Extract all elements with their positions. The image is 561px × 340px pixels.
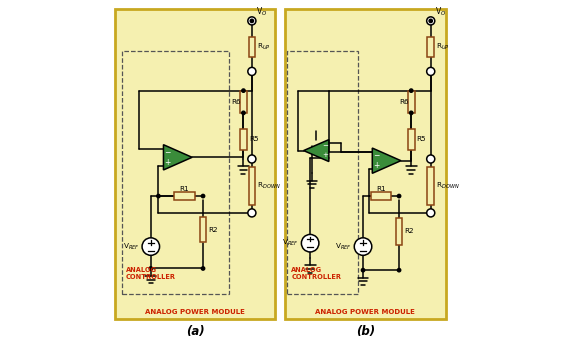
Circle shape: [242, 89, 245, 92]
Circle shape: [157, 194, 160, 198]
Circle shape: [248, 67, 256, 75]
Circle shape: [410, 89, 413, 92]
Text: V$_O$: V$_O$: [435, 6, 446, 18]
Bar: [174, 192, 195, 200]
Circle shape: [427, 67, 435, 75]
Bar: [427, 167, 434, 205]
Text: ANALOG POWER MODULE: ANALOG POWER MODULE: [315, 309, 415, 315]
Bar: [240, 91, 247, 113]
Polygon shape: [304, 140, 329, 161]
Bar: [200, 217, 206, 242]
Bar: [287, 51, 358, 294]
Circle shape: [250, 19, 254, 22]
Circle shape: [248, 209, 256, 217]
Circle shape: [201, 267, 205, 270]
Circle shape: [397, 194, 401, 198]
Polygon shape: [163, 145, 192, 170]
Circle shape: [427, 155, 435, 163]
Text: ANALOG POWER MODULE: ANALOG POWER MODULE: [145, 309, 245, 315]
Circle shape: [410, 111, 413, 115]
Circle shape: [248, 17, 256, 25]
Text: (b): (b): [356, 325, 375, 338]
Bar: [408, 91, 415, 113]
Text: R$_{DOWN}$: R$_{DOWN}$: [436, 181, 460, 191]
Text: V$_{REF}$: V$_{REF}$: [123, 241, 139, 252]
Circle shape: [301, 235, 319, 252]
Bar: [284, 9, 446, 319]
Text: R1: R1: [180, 186, 189, 192]
Text: R$_{UP}$: R$_{UP}$: [436, 42, 450, 52]
Text: R2: R2: [404, 228, 414, 234]
Text: V$_{REF}$: V$_{REF}$: [335, 241, 352, 252]
Text: R5: R5: [417, 136, 426, 142]
Text: R5: R5: [249, 136, 259, 142]
Bar: [371, 192, 391, 200]
Text: R$_{DOWN}$: R$_{DOWN}$: [257, 181, 281, 191]
Text: V$_{REF}$: V$_{REF}$: [282, 238, 298, 248]
Circle shape: [248, 155, 256, 163]
Text: +: +: [373, 161, 379, 170]
Bar: [240, 129, 247, 150]
Bar: [122, 51, 229, 294]
Bar: [249, 37, 255, 57]
Text: +: +: [164, 158, 171, 167]
Text: +: +: [322, 152, 328, 158]
Text: R6: R6: [399, 99, 408, 105]
Text: V$_O$: V$_O$: [256, 6, 267, 18]
Circle shape: [429, 19, 433, 22]
Circle shape: [361, 269, 365, 272]
Text: ANALOG
CONTROLLER: ANALOG CONTROLLER: [126, 267, 176, 280]
Circle shape: [149, 267, 153, 270]
Bar: [396, 218, 402, 245]
Bar: [115, 9, 275, 319]
Text: −: −: [373, 151, 379, 160]
Text: ANALOG
CONTROLLER: ANALOG CONTROLLER: [291, 267, 341, 280]
Text: (a): (a): [186, 325, 204, 338]
Circle shape: [397, 269, 401, 272]
Bar: [427, 37, 434, 57]
Polygon shape: [373, 148, 401, 173]
Text: R2: R2: [209, 227, 218, 233]
Text: R1: R1: [376, 186, 385, 192]
Circle shape: [201, 194, 205, 198]
Text: R6: R6: [231, 99, 241, 105]
Text: −: −: [322, 143, 328, 149]
Circle shape: [142, 238, 159, 255]
Circle shape: [427, 17, 435, 25]
Text: R$_{UP}$: R$_{UP}$: [257, 42, 271, 52]
Text: −: −: [164, 148, 171, 157]
Bar: [408, 129, 415, 150]
Circle shape: [427, 209, 435, 217]
Circle shape: [242, 111, 245, 115]
Circle shape: [354, 238, 372, 255]
Bar: [249, 167, 255, 205]
